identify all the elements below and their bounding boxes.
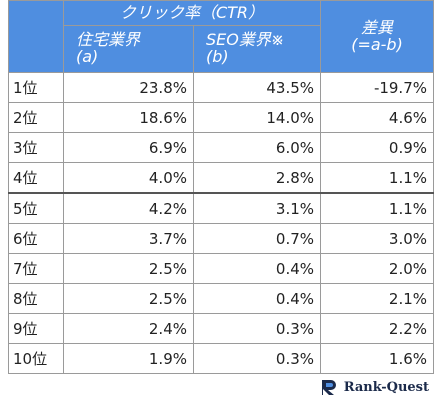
value-cell: -19.7% [320, 72, 435, 103]
value-cell: 0.4% [192, 283, 322, 314]
col-b-title: SEO業界※ [206, 30, 285, 50]
rank-cell: 9位 [8, 313, 64, 344]
table-row: 3位 6.9% 6.0% 0.9% [8, 132, 435, 163]
value-cell: 6.0% [192, 132, 322, 163]
value-cell: 2.1% [320, 283, 435, 314]
value-cell: 23.8% [63, 72, 194, 103]
rank-cell: 8位 [8, 283, 64, 314]
table-header: クリック率（CTR） 差異 (=a-b) 住宅業界 (a) SEO業界※ (b) [8, 0, 435, 73]
rank-cell: 7位 [8, 253, 64, 284]
value-cell: 43.5% [192, 72, 322, 103]
value-cell: 6.9% [63, 132, 194, 163]
col-b-subtitle: (b) [206, 47, 229, 66]
value-cell: 2.5% [63, 283, 194, 314]
header-row: クリック率（CTR） 差異 (=a-b) [8, 0, 435, 73]
rank-cell: 1位 [8, 72, 64, 103]
value-cell: 18.6% [63, 102, 194, 133]
col-b-header: SEO業界※ (b) [192, 25, 322, 73]
table-row: 4位 4.0% 2.8% 1.1% [8, 162, 435, 194]
rank-cell: 10位 [8, 343, 64, 374]
logo-text: Rank-Quest [343, 379, 429, 395]
table-row: 8位 2.5% 0.4% 2.1% [8, 283, 435, 314]
rank-cell: 3位 [8, 132, 64, 163]
value-cell: 4.0% [63, 162, 194, 194]
diff-title: 差異 [361, 17, 394, 37]
table-row: 7位 2.5% 0.4% 2.0% [8, 253, 435, 284]
value-cell: 4.6% [320, 102, 435, 133]
value-cell: 0.3% [192, 313, 322, 344]
value-cell: 1.1% [320, 192, 435, 224]
col-a-subtitle: (a) [76, 47, 99, 66]
value-cell: 1.9% [63, 343, 194, 374]
rank-cell: 5位 [8, 192, 64, 224]
table-row: 1位 23.8% 43.5% -19.7% [8, 72, 435, 103]
table-row: 2位 18.6% 14.0% 4.6% [8, 102, 435, 133]
col-a-title: 住宅業界 [76, 30, 141, 50]
corner-cell [8, 0, 64, 73]
value-cell: 0.9% [320, 132, 435, 163]
header-row: 住宅業界 (a) SEO業界※ (b) [9, 25, 434, 73]
value-cell: 3.1% [192, 192, 322, 224]
rank-cell: 2位 [8, 102, 64, 133]
value-cell: 14.0% [192, 102, 322, 133]
col-a-header: 住宅業界 (a) [63, 25, 194, 73]
value-cell: 3.7% [63, 223, 194, 254]
table-row: 6位 3.7% 0.7% 3.0% [8, 223, 435, 254]
logo-icon [321, 380, 336, 395]
diff-subtitle: (=a-b) [351, 34, 403, 54]
diff-header: 差異 (=a-b) [320, 0, 435, 73]
rank-cell: 6位 [8, 223, 64, 254]
rank-cell: 4位 [8, 162, 64, 194]
group-header: クリック率（CTR） [62, 0, 322, 26]
value-cell: 1.6% [320, 343, 435, 374]
table-body: 1位 23.8% 43.5% -19.7% 2位 18.6% 14.0% 4.6% 3位 6.9%… [8, 72, 435, 374]
value-cell: 2.8% [192, 162, 322, 194]
table-row: 10位 1.9% 0.3% 1.6% [8, 343, 435, 374]
value-cell: 3.0% [320, 223, 435, 254]
value-cell: 2.0% [320, 253, 435, 284]
value-cell: 0.3% [192, 343, 322, 374]
table-row: 5位 4.2% 3.1% 1.1% [8, 192, 435, 224]
value-cell: 2.2% [320, 313, 435, 344]
value-cell: 4.2% [63, 192, 194, 224]
value-cell: 0.7% [192, 223, 322, 254]
value-cell: 0.4% [192, 253, 322, 284]
value-cell: 2.4% [63, 313, 194, 344]
value-cell: 2.5% [63, 253, 194, 284]
ctr-table: クリック率（CTR） 差異 (=a-b) 住宅業界 (a) SEO業界※ (b) 1位… [8, 0, 435, 374]
logo: Rank-Quest [320, 378, 429, 396]
table-row: 9位 2.4% 0.3% 2.2% [8, 313, 435, 344]
value-cell: 1.1% [320, 162, 435, 194]
